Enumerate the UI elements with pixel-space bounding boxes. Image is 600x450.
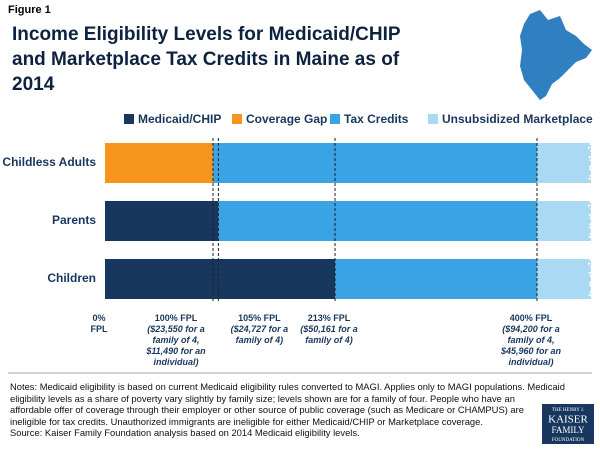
x-tick-label: 0% FPL	[90, 313, 108, 334]
legend-label: Coverage Gap	[246, 112, 327, 126]
x-tick-note: ($23,550 for a family of 4, $11,490 for …	[146, 324, 206, 367]
legend-label: Medicaid/CHIP	[138, 112, 221, 126]
bar-segment	[537, 259, 591, 299]
x-tick-note: ($24,727 for a family of 4)	[230, 324, 289, 345]
x-tick-label: 400% FPL	[509, 313, 553, 323]
y-tick-label: Children	[47, 271, 96, 285]
x-tick-note: ($50,161 for a family of 4)	[300, 324, 358, 345]
bar-segment	[213, 143, 537, 183]
legend-swatch	[232, 114, 242, 124]
logo-box	[542, 404, 594, 444]
bar-edge	[587, 200, 595, 242]
x-tick-label: 100% FPL	[154, 313, 198, 323]
y-tick-label: Childless Adults	[2, 155, 96, 169]
notes: Notes: Medicaid eligibility is based on …	[10, 381, 594, 444]
x-tick-note: ($94,200 for a family of 4, $45,960 for …	[500, 324, 562, 367]
state-map	[520, 10, 592, 100]
bar-segment	[105, 201, 219, 241]
x-tick: 400% FPL ($94,200 for a family of 4, $45,…	[492, 313, 570, 368]
figure-label: Figure 1	[8, 4, 51, 16]
y-tick-label: Parents	[52, 213, 96, 227]
bar-segment	[537, 201, 591, 241]
logo-text: KAISER	[548, 414, 588, 426]
logo-text: FAMILY	[552, 425, 585, 435]
legend-swatch	[330, 114, 340, 124]
legend-label: Tax Credits	[344, 112, 409, 126]
x-tick: 0% FPL	[86, 313, 112, 335]
x-tick: 105% FPL ($24,727 for a family of 4)	[224, 313, 294, 346]
logo-text: THE HENRY J.	[552, 408, 584, 413]
legend-swatch	[124, 114, 134, 124]
source-text: Source: Kaiser Family Foundation analysi…	[10, 427, 360, 439]
bar-edge	[587, 142, 595, 184]
x-tick-label: 213% FPL	[307, 313, 351, 323]
legend-swatch	[428, 114, 438, 124]
x-tick: 213% FPL ($50,161 for a family of 4)	[290, 313, 368, 346]
bar-segment	[218, 201, 537, 241]
bar-edge	[587, 258, 595, 300]
chart-title: Income Eligibility Levels for Medicaid/C…	[12, 24, 401, 95]
logo-space	[538, 404, 594, 444]
bar-segment	[537, 143, 591, 183]
bar-segment	[335, 259, 537, 299]
notes-text: Notes: Medicaid eligibility is based on …	[10, 381, 565, 427]
bar-segment	[105, 259, 336, 299]
logo-text: FOUNDATION	[552, 438, 585, 443]
x-tick-label: 105% FPL	[238, 313, 281, 323]
legend-label: Unsubsidized Marketplace	[442, 112, 593, 126]
x-tick: 100% FPL ($23,550 for a family of 4, $11,…	[139, 313, 213, 368]
bar-segment	[105, 143, 213, 183]
